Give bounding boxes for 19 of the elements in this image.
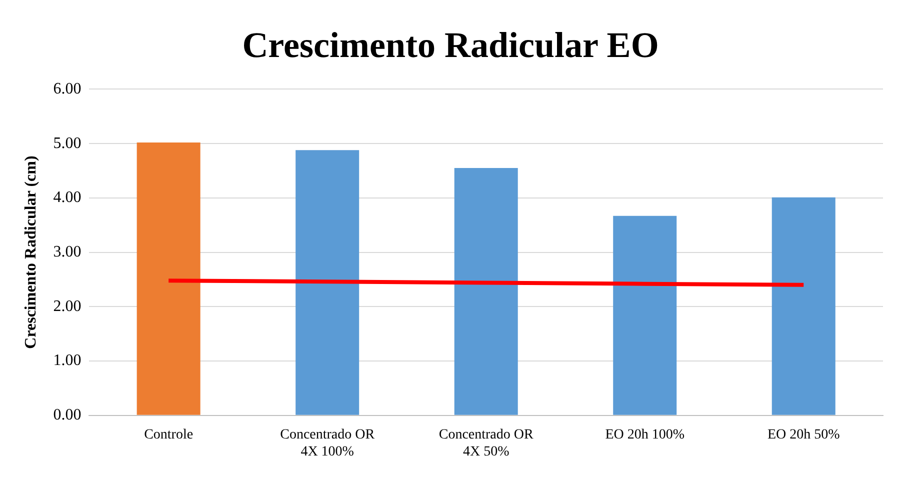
y-tick-label: 5.00 bbox=[53, 134, 82, 152]
x-tick-label: Controle bbox=[144, 427, 194, 442]
y-tick-label: 0.00 bbox=[53, 406, 82, 424]
y-tick-label: 4.00 bbox=[53, 189, 82, 206]
bar bbox=[296, 150, 360, 415]
y-tick-label: 6.00 bbox=[53, 80, 82, 98]
x-tick-label: EO 20h 100% bbox=[605, 427, 685, 442]
y-tick-label: 3.00 bbox=[53, 244, 82, 261]
bar bbox=[454, 168, 518, 415]
y-tick-label: 1.00 bbox=[53, 352, 82, 370]
chart-title: Crescimento Radicular EO bbox=[242, 24, 659, 65]
y-axis-title: Crescimento Radicular (cm) bbox=[22, 156, 40, 349]
bar bbox=[136, 142, 200, 415]
x-tick-label: Concentrado OR 4X 100% bbox=[280, 427, 376, 460]
x-tick-label: EO 20h 50% bbox=[767, 427, 840, 442]
y-tick-label: 2.00 bbox=[53, 298, 82, 315]
x-tick-label: Concentrado OR 4X 50% bbox=[438, 427, 534, 460]
bar bbox=[772, 197, 836, 415]
bar bbox=[613, 216, 677, 415]
